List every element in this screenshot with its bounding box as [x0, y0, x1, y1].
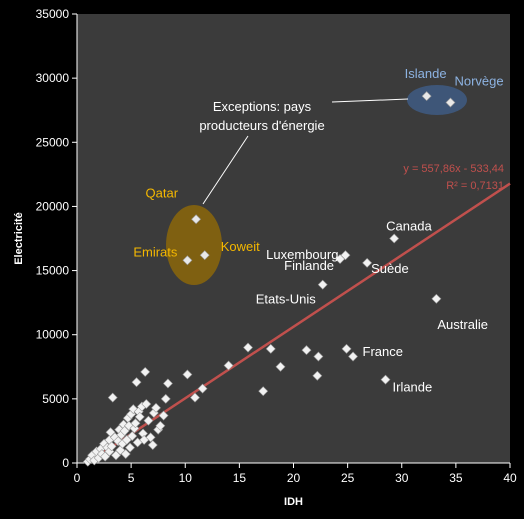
y-tick-label: 15000: [36, 264, 70, 278]
x-tick-label: 35: [449, 471, 463, 485]
y-tick-label: 35000: [36, 7, 70, 21]
y-axis-title: Electricité: [13, 212, 25, 265]
data-point: [197, 383, 208, 394]
data-point: [313, 351, 324, 362]
data-point: [100, 451, 111, 462]
data-point: [125, 442, 135, 453]
data-point: [348, 351, 358, 362]
data-point: [317, 279, 328, 290]
data-point: [182, 369, 193, 380]
x-tick-label: 0: [74, 471, 81, 485]
highlight-ellipse-energy-producers: [166, 205, 222, 285]
y-tick-label: 5000: [42, 392, 69, 406]
data-point: [140, 366, 151, 377]
data-point: [158, 410, 169, 421]
x-tick-label: 5: [128, 471, 135, 485]
point-label: Emirats: [133, 244, 178, 259]
data-point: [147, 440, 158, 450]
data-point: [389, 233, 400, 244]
data-point: [130, 418, 141, 429]
x-tick-label: 20: [287, 471, 301, 485]
x-tick-label: 10: [179, 471, 193, 485]
data-point: [431, 293, 442, 304]
data-point: [265, 343, 276, 354]
data-point: [258, 386, 269, 397]
point-labels: Islande Norvège Qatar Koweit Emirats Canada Lu…: [133, 66, 503, 395]
data-point: [160, 393, 171, 404]
point-label: Etats-Unis: [256, 292, 316, 307]
point-label: Islande: [405, 66, 447, 81]
data-point: [223, 360, 234, 371]
y-tick-label: 10000: [36, 328, 70, 342]
data-point: [340, 250, 351, 261]
point-label: Finlande: [284, 258, 334, 273]
highlight-ellipses: [166, 85, 467, 285]
trendline: [86, 182, 511, 465]
callout-group: Exceptions: pays producteurs d'énergie: [199, 98, 409, 205]
data-point: [151, 402, 161, 413]
data-point: [341, 343, 352, 354]
data-point: [145, 432, 156, 443]
data-point: [199, 250, 210, 261]
y-tick-label: 25000: [36, 135, 70, 149]
data-point: [191, 214, 201, 225]
x-tick-label: 40: [503, 471, 517, 485]
data-point: [105, 427, 116, 438]
trendline-group: [86, 182, 511, 465]
axes: 0 5 10 15 20 25 30 35 40 0 5000 10000 15000 20000 2500…: [36, 7, 517, 485]
point-label: Luxembourg: [266, 247, 338, 262]
x-tick-label: 15: [233, 471, 247, 485]
point-label: Irlande: [393, 380, 433, 395]
point-label: Koweit: [221, 239, 260, 254]
point-label: Norvège: [454, 74, 503, 89]
data-point: [141, 399, 152, 409]
data-point: [111, 450, 121, 461]
trendline-equation: y = 557,86x - 533,44 R² = 0,7131: [403, 163, 504, 192]
data-point: [301, 345, 312, 356]
callout-text: producteurs d'énergie: [199, 118, 324, 133]
data-point: [143, 415, 154, 426]
highlight-ellipse-nordic: [407, 85, 467, 115]
data-point: [106, 441, 117, 452]
data-point: [155, 420, 166, 431]
callout-leader-line: [331, 98, 409, 103]
data-point: [134, 411, 145, 422]
data-point: [131, 377, 142, 388]
y-tick-label: 30000: [36, 71, 70, 85]
data-point: [127, 431, 138, 441]
y-tick-label: 20000: [36, 199, 70, 213]
x-axis-title: IDH: [284, 496, 303, 508]
data-point: [362, 257, 373, 268]
x-tick-label: 30: [395, 471, 409, 485]
data-point: [445, 97, 456, 108]
data-point: [190, 392, 200, 403]
y-tick-label: 0: [62, 456, 69, 470]
callout-leader-line: [202, 135, 249, 205]
trendline-r2-text: R² = 0,7131: [446, 180, 504, 192]
data-points: [82, 91, 456, 467]
x-tick-label: 25: [341, 471, 355, 485]
data-point: [275, 361, 286, 372]
point-label: Suède: [371, 261, 409, 276]
data-point: [380, 374, 391, 385]
point-label: Australie: [437, 317, 488, 332]
data-point: [182, 255, 193, 266]
trendline-equation-text: y = 557,86x - 533,44: [403, 163, 504, 175]
data-point: [243, 342, 253, 353]
data-point: [119, 426, 130, 436]
plot-background: [77, 14, 510, 463]
data-point: [120, 449, 131, 459]
data-point: [421, 91, 432, 102]
data-point: [312, 370, 323, 381]
point-label: France: [363, 344, 403, 359]
callout-text: Exceptions: pays: [213, 99, 312, 114]
data-point: [163, 378, 173, 389]
data-point: [107, 392, 118, 403]
point-label: Qatar: [146, 185, 179, 200]
point-label: Canada: [386, 219, 432, 234]
